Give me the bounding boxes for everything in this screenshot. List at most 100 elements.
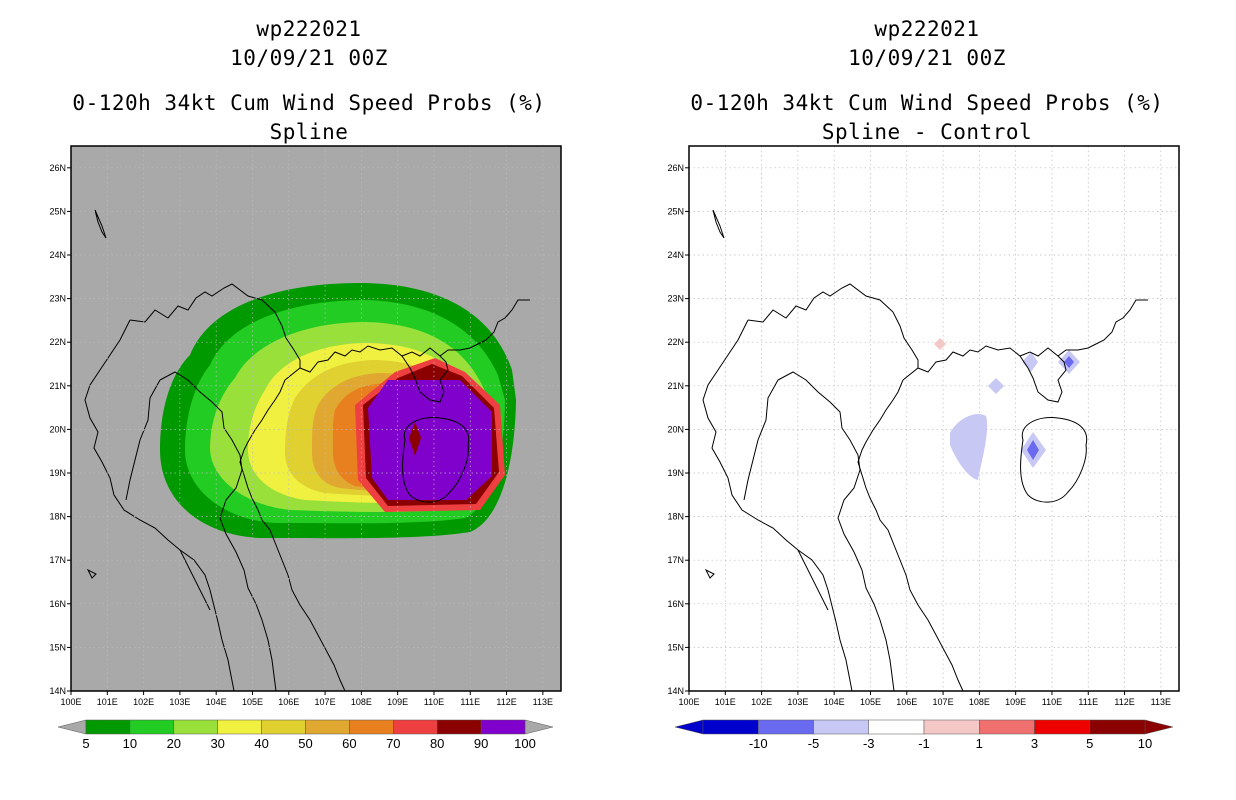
- lat-tick-label: 14N: [667, 686, 684, 696]
- colorbar-high-arrow: [524, 719, 554, 735]
- diff-positive-small: [934, 338, 946, 350]
- graticule: [71, 146, 561, 691]
- colorbar: -10 -5 -3 -1 1 3 5 10: [674, 719, 1174, 751]
- lat-tick-label: 26N: [667, 163, 684, 173]
- diff-negative-medium: [1064, 356, 1074, 368]
- lon-tick-label: 100E: [60, 697, 81, 707]
- colorbar-low-arrow: [57, 719, 87, 735]
- difference-contours: [934, 338, 1080, 480]
- lon-tick-label: 102E: [751, 697, 772, 707]
- coastlines: [623, 170, 1148, 691]
- difference-map: 100E 101E 102E 103E 104E 105E 106E 107E 108E 109E…: [623, 145, 1180, 751]
- colorbar-label: -5: [808, 736, 820, 751]
- colorbar-high-arrow: [1144, 719, 1174, 735]
- colorbar-label: -10: [749, 736, 768, 751]
- colorbar-swatch: [702, 719, 759, 735]
- lon-tick-label: 103E: [169, 697, 190, 707]
- lat-tick-label: 24N: [49, 250, 66, 260]
- left-map-panel: wp222021 10/09/21 00Z 0-120h 34kt Cum Wi…: [5, 17, 562, 751]
- island-north: [5, 170, 12, 184]
- lat-tick-label: 24N: [667, 250, 684, 260]
- lon-tick-label: 112E: [1114, 697, 1134, 707]
- colorbar-label: 80: [430, 736, 444, 751]
- hainan-island: [402, 416, 470, 503]
- lat-tick-label: 19N: [49, 468, 66, 478]
- datetime: 10/09/21 00Z: [848, 46, 1006, 70]
- lon-tick-label: 113E: [1151, 697, 1171, 707]
- map-frame: [70, 145, 562, 692]
- colorbar-label: 100: [514, 736, 536, 751]
- lat-tick-label: 26N: [49, 163, 66, 173]
- lon-tick-label: 105E: [860, 697, 881, 707]
- lat-tick-label: 15N: [667, 642, 684, 652]
- lat-tick-label: 16N: [49, 599, 66, 609]
- map-background: [689, 146, 1179, 691]
- laos-border: [84, 319, 235, 691]
- lat-tick-label: 21N: [667, 381, 684, 391]
- leizhou-peninsula: [1019, 355, 1067, 403]
- hainan-island: [1020, 416, 1088, 503]
- right-map-panel: wp222021 10/09/21 00Z 0-120h 34kt Cum Wi…: [618, 0, 1236, 800]
- product-title: 0-120h 34kt Cum Wind Speed Probs (%): [690, 91, 1164, 115]
- map-subtitle: Spline: [269, 120, 349, 144]
- lon-tick-label: 106E: [896, 697, 917, 707]
- lon-tick-label: 111E: [1078, 697, 1098, 707]
- lon-tick-label: 101E: [97, 697, 118, 707]
- china-coast: [902, 299, 1148, 381]
- colorbar-low-arrow: [674, 719, 704, 735]
- vietnam-coast: [857, 379, 964, 691]
- colorbar-label: 3: [1031, 736, 1038, 751]
- lat-tick-label: 22N: [667, 337, 684, 347]
- map-subtitle: Spline - Control: [821, 120, 1033, 144]
- colorbar-swatch: [393, 719, 438, 735]
- prob-contour-100: [368, 380, 492, 500]
- lon-tick-label: 107E: [933, 697, 954, 707]
- colorbar-label: 90: [474, 736, 488, 751]
- colorbar-label: -1: [918, 736, 930, 751]
- lon-tick-label: 102E: [133, 697, 154, 707]
- axis-labels: 100E 101E 102E 103E 104E 105E 106E 107E 108E 109E…: [667, 163, 1171, 707]
- lat-tick-label: 21N: [49, 381, 66, 391]
- laos-vietnam-border: [777, 371, 895, 691]
- island-north-2: [94, 209, 107, 239]
- diff-negative-small: [1022, 352, 1038, 372]
- prob-core-90: [409, 422, 421, 456]
- colorbar-label: 70: [386, 736, 400, 751]
- lat-tick-label: 20N: [49, 424, 66, 434]
- colorbar-swatch: [1034, 719, 1090, 735]
- diff-negative-small: [988, 378, 1004, 394]
- storm-id: wp222021: [874, 17, 980, 41]
- cambodia-border: [797, 549, 829, 611]
- laos-border: [702, 319, 853, 691]
- lon-tick-label: 110E: [1042, 697, 1062, 707]
- lon-tick-label: 109E: [387, 697, 408, 707]
- colorbar-label: 60: [342, 736, 356, 751]
- map-frame: [688, 145, 1180, 692]
- colorbar-swatch: [436, 719, 482, 735]
- lon-tick-label: 112E: [496, 697, 516, 707]
- colorbar-label: 20: [167, 736, 181, 751]
- colorbar-swatch: [1089, 719, 1146, 735]
- island-west: [86, 568, 97, 579]
- colorbar-swatch: [129, 719, 175, 735]
- china-coast: [284, 299, 530, 381]
- colorbar-label: 50: [298, 736, 312, 751]
- datetime: 10/09/21 00Z: [230, 46, 388, 70]
- colorbar-swatch: [758, 719, 814, 735]
- island-west: [704, 568, 715, 579]
- lat-tick-label: 17N: [49, 555, 66, 565]
- lat-tick-label: 15N: [49, 642, 66, 652]
- lat-tick-label: 14N: [49, 686, 66, 696]
- lon-tick-label: 104E: [824, 697, 845, 707]
- lon-tick-label: 103E: [787, 697, 808, 707]
- colorbar: 5 10 20 30 40 50 60 70 80 90 100: [57, 719, 554, 751]
- island-north: [623, 170, 630, 184]
- lon-tick-label: 111E: [460, 697, 480, 707]
- axis-labels: 100E 101E 102E 103E 104E 105E 106E 107E 108E 109E…: [49, 163, 553, 707]
- storm-id: wp222021: [256, 17, 362, 41]
- colorbar-label: -3: [863, 736, 875, 751]
- graticule: [689, 146, 1179, 691]
- colorbar-swatch: [305, 719, 350, 735]
- lat-tick-label: 17N: [667, 555, 684, 565]
- lat-tick-label: 22N: [49, 337, 66, 347]
